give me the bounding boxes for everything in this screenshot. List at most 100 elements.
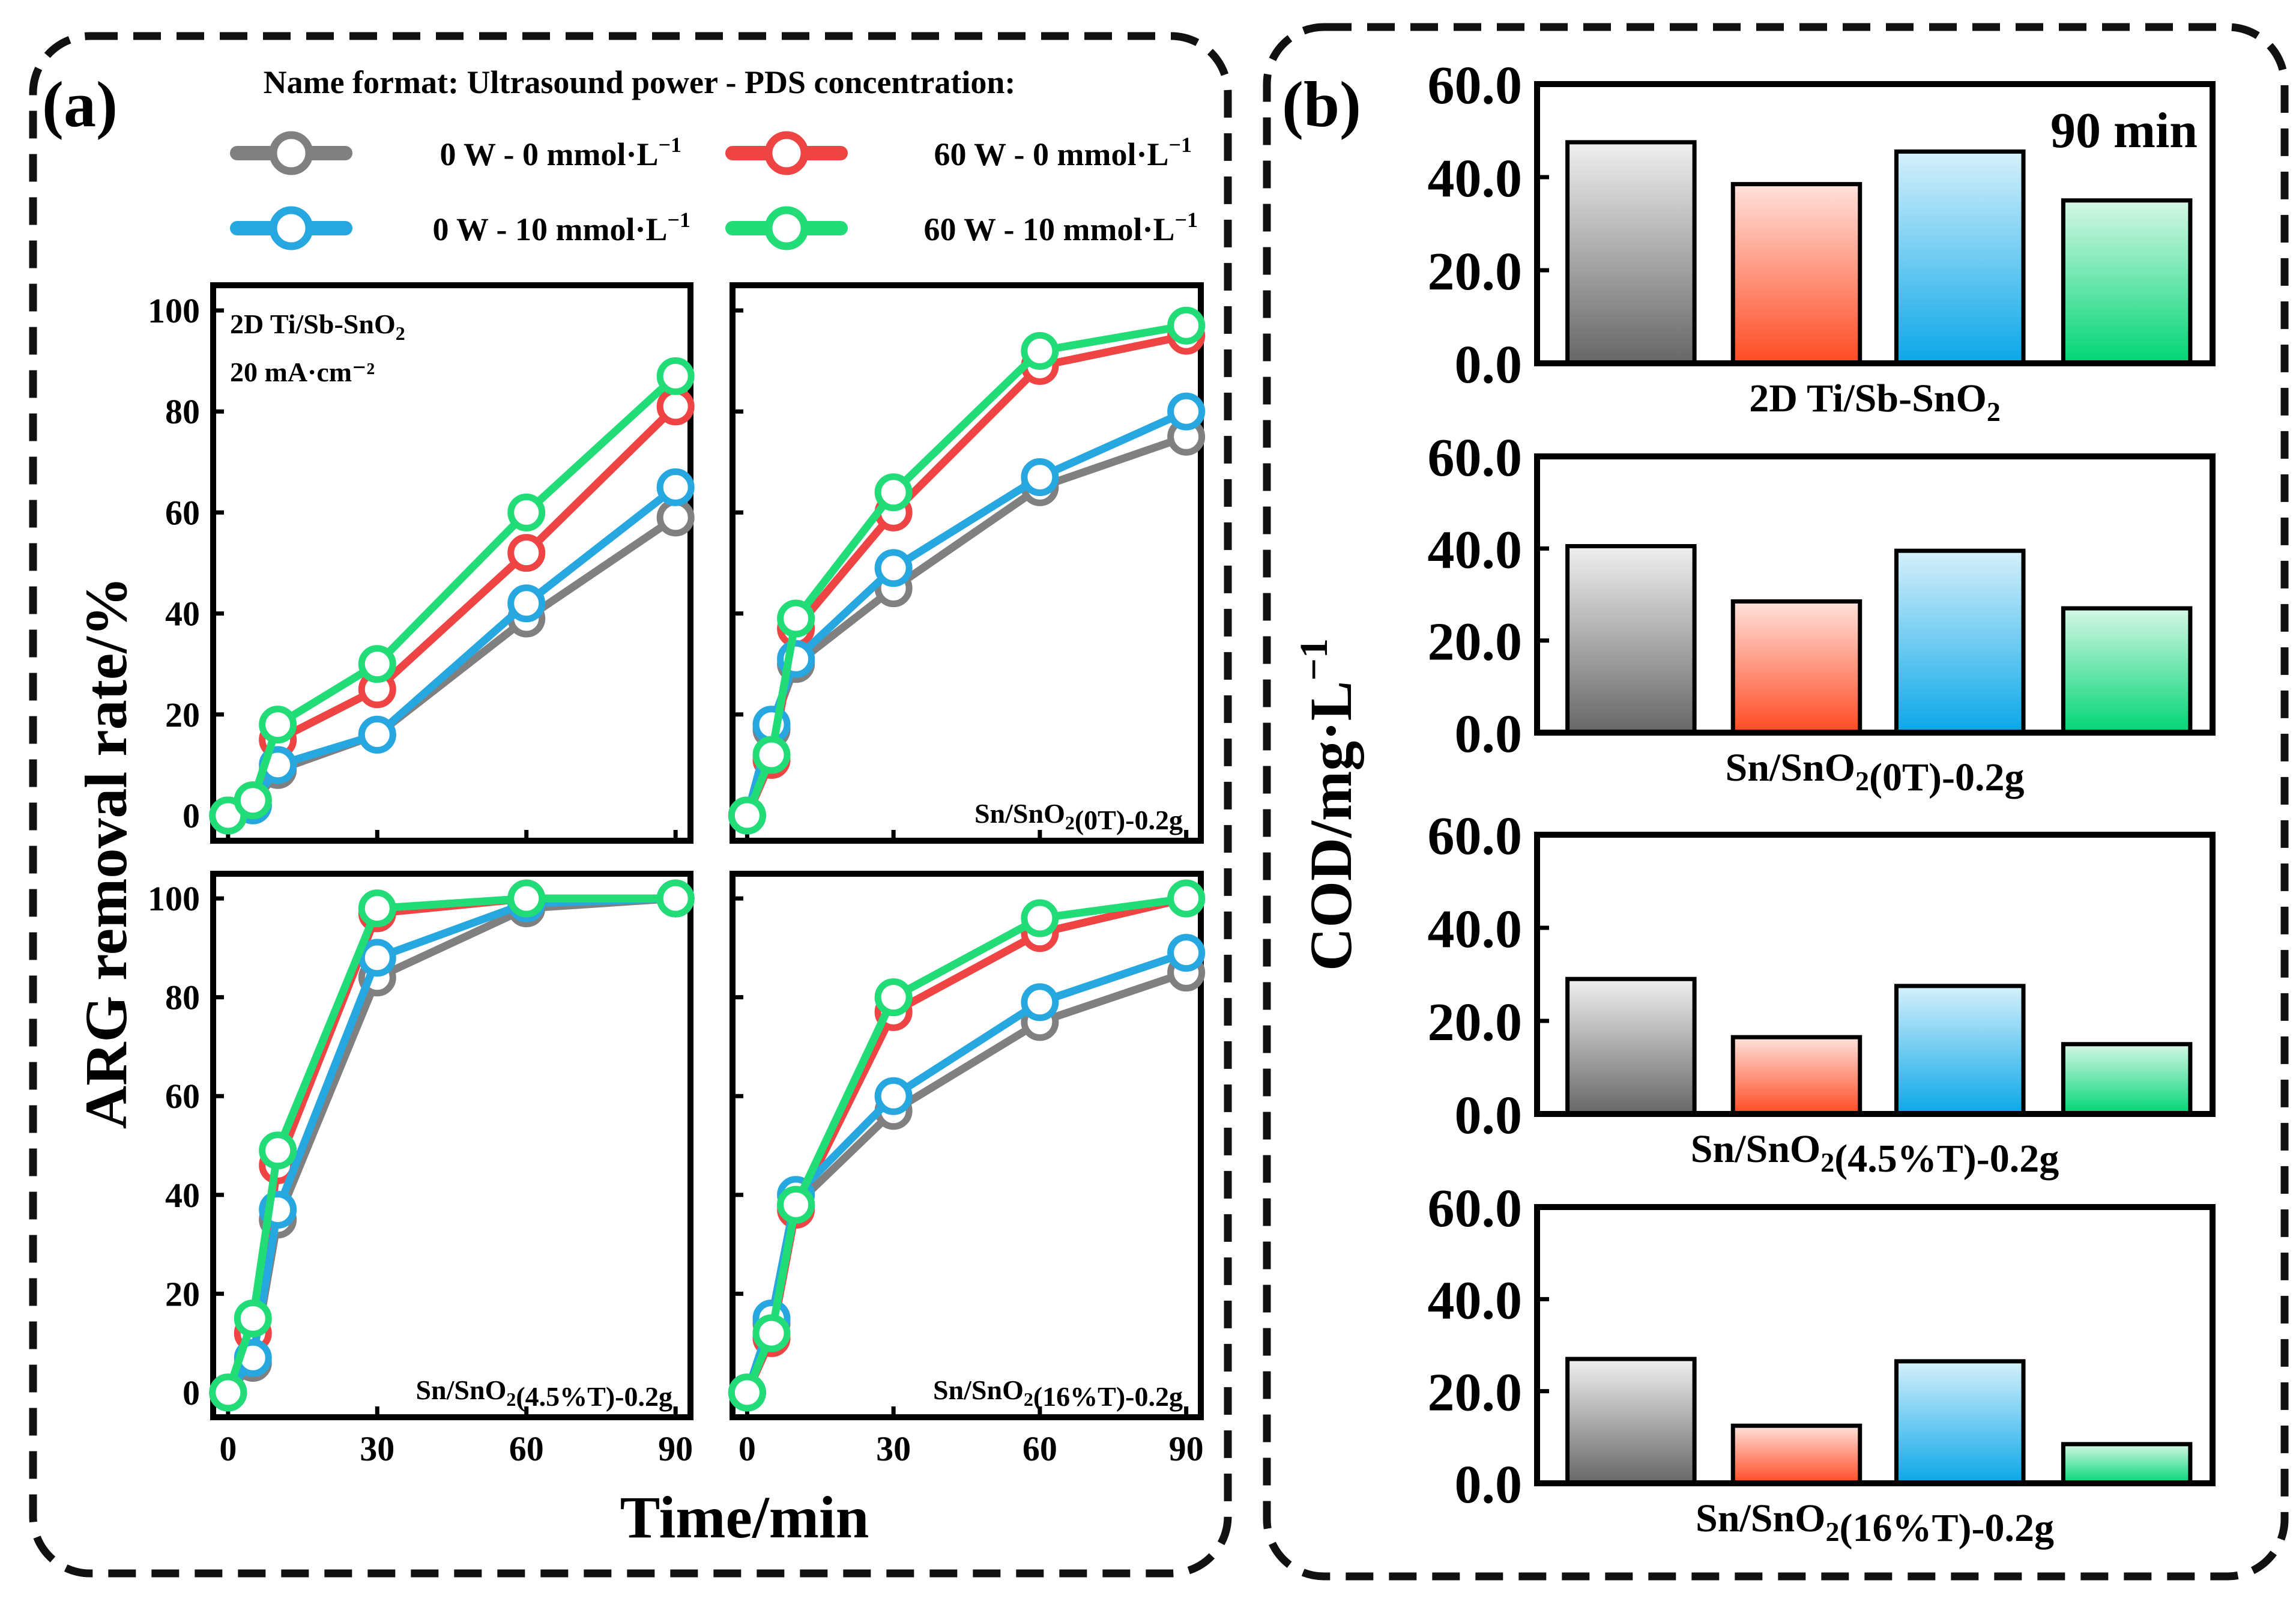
data-point — [656, 387, 695, 426]
legend-marker — [269, 131, 313, 175]
data-point — [234, 781, 272, 820]
data-point — [777, 1185, 815, 1224]
panel-b-label: (b) — [1282, 69, 1361, 141]
data-point — [752, 736, 791, 774]
data-point — [259, 1131, 297, 1170]
data-point — [358, 889, 396, 928]
y-tick-label: 60.0 — [1428, 56, 1523, 115]
data-point — [358, 645, 396, 683]
y-tick-label: 20.0 — [1428, 1363, 1523, 1423]
line-subplot: 0 30 60 90 0 20 40 60 80 100 Sn/SnO2(4.5%T)-0.2g — [148, 871, 695, 1468]
legend-label: 0 W - 0 mmol·L−1 — [440, 133, 681, 172]
data-point — [656, 498, 695, 537]
data-point — [358, 715, 396, 754]
b-y-axis-title: COD/mg·L−1 — [1292, 638, 1364, 971]
line-subplot: Sn/SnO2(0T)-0.2g — [728, 282, 1206, 844]
bar — [1894, 149, 2026, 366]
y-tick-label: 0.0 — [1455, 1086, 1523, 1145]
data-point — [874, 473, 913, 512]
data-point — [209, 1373, 247, 1412]
panel-a-label: (a) — [42, 69, 118, 141]
bar — [2061, 1042, 2193, 1116]
legend-title: Name format: Ultrasound power - PDS conc… — [264, 64, 1016, 100]
bar-subplot: 0.0 20.0 40.0 60.0 Sn/SnO2(0T)-0.2g — [1428, 428, 2216, 799]
data-point — [507, 879, 546, 918]
plot-frame — [730, 282, 1204, 844]
bar-subplot: 0.0 20.0 40.0 60.0 Sn/SnO2(4.5%T)-0.2g — [1428, 807, 2216, 1181]
y-tick-label: 60 — [165, 1077, 200, 1116]
line-subplot: 0 30 60 90 Sn/SnO2(16%T)-0.2g — [728, 871, 1206, 1468]
bar-subplot: 0.0 20.0 40.0 60.0 2D Ti/Sb-SnO2 90 min — [1428, 56, 2216, 427]
data-point — [358, 939, 396, 977]
y-tick-label: 100 — [148, 879, 200, 918]
bar — [2061, 198, 2193, 366]
bar-subplot-title: Sn/SnO2(4.5%T)-0.2g — [1691, 1127, 2059, 1181]
bar — [1730, 599, 1862, 735]
y-tick-label: 0 — [183, 1373, 200, 1412]
data-point — [507, 534, 546, 572]
panel-a-frame — [29, 32, 1232, 1578]
data-point — [1167, 879, 1206, 918]
data-point — [874, 549, 913, 587]
data-point — [507, 584, 546, 623]
a-x-axis-title: Time/min — [620, 1484, 869, 1551]
x-tick-label: 60 — [1023, 1429, 1057, 1468]
y-tick-label: 40 — [165, 1176, 200, 1215]
subplot-title: Sn/SnO2(4.5%T)-0.2g — [415, 1375, 672, 1412]
bar — [2061, 1442, 2193, 1486]
bar — [1565, 140, 1697, 366]
y-tick-label: 40.0 — [1428, 149, 1523, 208]
plot-frame — [210, 871, 693, 1420]
series-line — [743, 321, 1187, 817]
y-tick-label: 80 — [165, 392, 200, 431]
data-point — [1167, 934, 1206, 972]
data-point — [507, 493, 546, 531]
y-tick-label: 0.0 — [1455, 704, 1523, 764]
bar — [1565, 1357, 1697, 1486]
y-tick-label: 80 — [165, 978, 200, 1017]
data-point — [728, 1373, 766, 1412]
y-tick-label: 20 — [165, 695, 200, 734]
b-y-axis-title-exp: −1 — [1292, 638, 1336, 681]
panel-b-frame — [1263, 23, 2289, 1581]
data-point — [1021, 899, 1059, 937]
legend-label: 60 W - 10 mmol·L−1 — [923, 208, 1198, 247]
y-tick-label: 0 — [183, 796, 200, 835]
subplot-title: Sn/SnO2(16%T)-0.2g — [933, 1375, 1183, 1412]
legend: Name format: Ultrasound power - PDS conc… — [230, 64, 1198, 250]
bar — [1565, 976, 1697, 1116]
data-point — [234, 1299, 272, 1337]
data-point — [1167, 306, 1206, 345]
plot-frame — [1534, 832, 2216, 1117]
x-tick-label: 90 — [1169, 1429, 1204, 1468]
bar-subplot-title: 2D Ti/Sb-SnO2 — [1749, 377, 2001, 427]
line-subplot: 0 20 40 60 80 100 2D Ti/Sb-SnO2 20 mA·cm⁻² — [148, 282, 695, 844]
data-point — [1021, 458, 1059, 497]
data-point — [656, 879, 695, 918]
y-tick-label: 60.0 — [1428, 1179, 1523, 1238]
y-tick-label: 20.0 — [1428, 993, 1523, 1052]
bar — [1894, 984, 2026, 1116]
bar-subplot-title: Sn/SnO2(16%T)-0.2g — [1696, 1497, 2054, 1550]
bar — [1730, 1423, 1862, 1486]
legend-item: 0 W - 0 mmol·L−1 — [230, 131, 681, 175]
y-tick-label: 20.0 — [1428, 242, 1523, 301]
series-line — [226, 404, 678, 819]
plot-frame — [1534, 1204, 2216, 1486]
bar — [1730, 1035, 1862, 1116]
b-y-axis-title-main: COD/mg·L — [1298, 681, 1364, 971]
legend-label: 60 W - 0 mmol·L−1 — [934, 133, 1192, 172]
y-tick-label: 100 — [148, 291, 200, 330]
plot-frame — [730, 871, 1204, 1420]
y-tick-label: 40.0 — [1428, 520, 1523, 580]
data-point — [259, 706, 297, 744]
y-tick-label: 20 — [165, 1274, 200, 1313]
y-tick-label: 0.0 — [1455, 1455, 1523, 1515]
time-label: 90 min — [2050, 103, 2198, 159]
x-tick-label: 0 — [739, 1429, 756, 1468]
bar-subplot: 0.0 20.0 40.0 60.0 Sn/SnO2(16%T)-0.2g — [1428, 1179, 2216, 1550]
y-tick-label: 60.0 — [1428, 428, 1523, 488]
data-point — [1021, 983, 1059, 1021]
x-tick-label: 0 — [219, 1429, 237, 1468]
